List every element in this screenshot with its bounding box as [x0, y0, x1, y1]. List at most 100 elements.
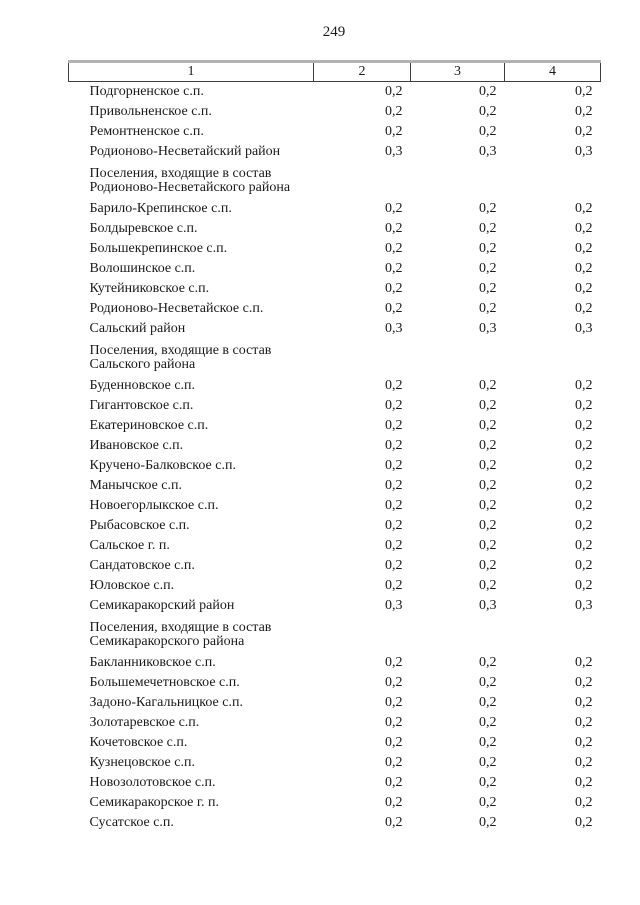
rate-value-col3: 0,2	[479, 477, 497, 493]
settlement-name: Ивановское с.п.	[89, 437, 184, 453]
settlement-name: Барило-Крепинское с.п.	[89, 200, 232, 216]
rate-value-col2: 0,2	[385, 714, 403, 730]
rate-value-col4: 0,2	[575, 477, 593, 493]
group-header-label: Поселения, входящие в состав Сальского р…	[89, 342, 272, 372]
rate-value-col4: 0,2	[575, 814, 593, 830]
rate-value-col3: 0,2	[479, 377, 497, 393]
rate-value-col2: 0,2	[385, 103, 403, 119]
rate-value-col3: 0,2	[479, 714, 497, 730]
settlement-name: Кочетовское с.п.	[89, 734, 188, 750]
rate-value-col2: 0,2	[385, 694, 403, 710]
rate-value-col4: 0,2	[575, 260, 593, 276]
rate-value-col4: 0,2	[575, 714, 593, 730]
rate-value-col3: 0,2	[479, 557, 497, 573]
rate-value-col2: 0,3	[385, 320, 403, 336]
column-header-4: 4	[504, 60, 601, 82]
rate-value-col4: 0,2	[575, 220, 593, 236]
table-row: Кутейниковское с.п. 0,2 0,2 0,2	[69, 279, 601, 299]
rate-value-col2: 0,2	[385, 654, 403, 670]
page-number: 249	[322, 24, 346, 40]
rate-value-col4: 0,3	[575, 597, 593, 613]
rate-value-col4: 0,2	[575, 240, 593, 256]
rate-value-col3: 0,2	[479, 240, 497, 256]
table-row: Екатериновское с.п. 0,2 0,2 0,2	[69, 416, 601, 436]
settlement-name: Семикаракорское г. п.	[89, 794, 220, 810]
rate-value-col4: 0,2	[575, 794, 593, 810]
settlement-name: Сандатовское с.п.	[89, 557, 195, 573]
rate-value-col2: 0,2	[385, 280, 403, 296]
table-row: Рыбасовское с.п. 0,2 0,2 0,2	[69, 516, 601, 536]
settlement-name: Гигантовское с.п.	[89, 397, 194, 413]
rate-value-col2: 0,2	[385, 300, 403, 316]
rate-value-col3: 0,2	[479, 220, 497, 236]
rate-value-col2: 0,2	[385, 457, 403, 473]
column-header-3: 3	[410, 60, 505, 82]
table-row: Барило-Крепинское с.п. 0,2 0,2 0,2	[69, 199, 601, 219]
settlement-name: Золотаревское с.п.	[89, 714, 200, 730]
rate-value-col4: 0,2	[575, 497, 593, 513]
rate-value-col2: 0,2	[385, 437, 403, 453]
rate-value-col4: 0,2	[575, 417, 593, 433]
rate-value-col2: 0,2	[385, 754, 403, 770]
rate-value-col3: 0,2	[479, 83, 497, 99]
rate-value-col2: 0,2	[385, 557, 403, 573]
column-header-1: 1	[68, 60, 314, 82]
table-row: Привольненское с.п. 0,2 0,2 0,2	[69, 102, 601, 122]
table-row: Подгорненское с.п. 0,2 0,2 0,2	[69, 82, 601, 102]
rate-value-col3: 0,2	[479, 654, 497, 670]
rate-value-col3: 0,2	[479, 674, 497, 690]
settlement-name: Привольненское с.п.	[89, 103, 212, 119]
table-row: Кочетовское с.п. 0,2 0,2 0,2	[69, 733, 601, 753]
settlement-name: Бакланниковское с.п.	[89, 654, 216, 670]
rate-value-col3: 0,2	[479, 814, 497, 830]
rate-value-col3: 0,2	[479, 497, 497, 513]
rate-value-col3: 0,3	[479, 597, 497, 613]
rate-value-col3: 0,2	[479, 517, 497, 533]
rate-value-col4: 0,2	[575, 754, 593, 770]
settlement-name: Новоегорлыкское с.п.	[89, 497, 219, 513]
settlement-name: Большекрепинское с.п.	[89, 240, 228, 256]
rate-value-col4: 0,3	[575, 320, 593, 336]
settlement-name: Сальский район	[89, 320, 186, 336]
settlement-name: Сальское г. п.	[89, 537, 170, 553]
rate-value-col4: 0,2	[575, 103, 593, 119]
settlement-name: Екатериновское с.п.	[89, 417, 209, 433]
rate-value-col4: 0,3	[575, 143, 593, 159]
settlement-name: Юловское с.п.	[89, 577, 175, 593]
rate-value-col2: 0,2	[385, 417, 403, 433]
table-row: Большекрепинское с.п. 0,2 0,2 0,2	[69, 239, 601, 259]
table-row: Семикаракорское г. п. 0,2 0,2 0,2	[69, 793, 601, 813]
table-row: Сандатовское с.п. 0,2 0,2 0,2	[69, 556, 601, 576]
settlement-name: Семикаракорский район	[89, 597, 235, 613]
rate-value-col2: 0,2	[385, 497, 403, 513]
table-row: Золотаревское с.п. 0,2 0,2 0,2	[69, 713, 601, 733]
column-header-2: 2	[313, 60, 411, 82]
settlement-name: Буденновское с.п.	[89, 377, 196, 393]
rate-value-col2: 0,2	[385, 477, 403, 493]
group-header-label: Поселения, входящие в состав Родионово-Н…	[89, 165, 291, 195]
rate-value-col3: 0,2	[479, 397, 497, 413]
table-header: 1 2 3 4	[68, 60, 601, 82]
rate-value-col4: 0,2	[575, 774, 593, 790]
rate-value-col2: 0,2	[385, 577, 403, 593]
rate-value-col2: 0,2	[385, 537, 403, 553]
rate-value-col3: 0,2	[479, 754, 497, 770]
rate-value-col3: 0,2	[479, 437, 497, 453]
table-row: Сальский район 0,3 0,3 0,3	[69, 319, 601, 339]
table-row: Манычское с.п. 0,2 0,2 0,2	[69, 476, 601, 496]
rate-value-col2: 0,2	[385, 517, 403, 533]
rate-value-col2: 0,2	[385, 814, 403, 830]
rate-value-col2: 0,2	[385, 397, 403, 413]
table-header-row: 1 2 3 4	[68, 60, 601, 82]
table-row: Юловское с.п. 0,2 0,2 0,2	[69, 576, 601, 596]
settlement-name: Ремонтненское с.п.	[89, 123, 204, 139]
settlement-name: Сусатское с.п.	[89, 814, 174, 830]
rate-value-col2: 0,2	[385, 200, 403, 216]
table-row: Ивановское с.п. 0,2 0,2 0,2	[69, 436, 601, 456]
settlement-name: Кутейниковское с.п.	[89, 280, 210, 296]
rate-value-col4: 0,2	[575, 577, 593, 593]
settlement-name: Кузнецовское с.п.	[89, 754, 195, 770]
rate-value-col4: 0,2	[575, 674, 593, 690]
rate-value-col4: 0,2	[575, 517, 593, 533]
table-row: Новозолотовское с.п. 0,2 0,2 0,2	[69, 773, 601, 793]
